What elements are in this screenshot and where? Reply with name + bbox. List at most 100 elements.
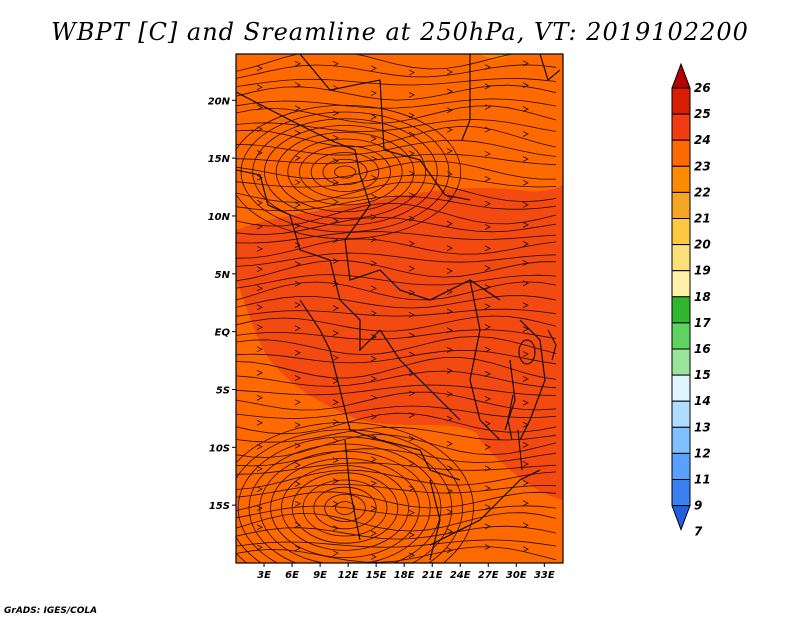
streamline-arrow	[408, 552, 415, 559]
streamline-arrow	[332, 525, 339, 531]
streamline-arrow	[522, 461, 529, 467]
lon-tick-label: 12E	[338, 570, 359, 581]
colorbar-label: 16	[694, 342, 711, 356]
streamline	[236, 505, 557, 519]
streamline-arrow	[484, 544, 491, 550]
streamline	[236, 356, 557, 380]
streamline-arrow	[370, 480, 377, 487]
streamline-arrow	[294, 545, 301, 552]
streamline-arrow	[484, 104, 491, 110]
streamline-arrow	[446, 509, 453, 515]
streamline-arrow	[256, 266, 263, 272]
streamline-arrow	[522, 280, 529, 287]
streamline	[236, 125, 557, 148]
streamline-arrow	[332, 199, 339, 205]
streamline-arrow	[446, 327, 453, 334]
streamline	[236, 54, 516, 72]
streamline-arrow	[522, 326, 529, 332]
streamline	[236, 295, 557, 309]
streamline	[236, 105, 557, 124]
streamline-arrow	[522, 546, 529, 552]
streamline-arrow	[294, 82, 301, 88]
colorbar-segment	[671, 218, 691, 246]
streamline-arrow	[256, 324, 263, 331]
lat-tick-label: EQ	[215, 328, 231, 339]
streamline-arrow	[408, 112, 415, 119]
streamline-arrow	[370, 553, 377, 560]
streamline-arrow	[408, 192, 415, 198]
streamline	[236, 174, 557, 188]
streamline	[236, 525, 557, 540]
streamline-arrow	[294, 422, 301, 428]
streamline	[236, 119, 557, 133]
streamline-arrow	[294, 261, 301, 267]
streamline-arrow	[408, 390, 415, 397]
streamline-arrow	[370, 214, 377, 221]
map-frame	[235, 53, 564, 564]
streamline-arrow	[256, 370, 263, 376]
streamline-arrow	[446, 69, 453, 75]
streamline-arrow	[446, 126, 453, 133]
streamline	[236, 281, 557, 301]
streamline-arrow	[408, 131, 415, 138]
streamline-arrow	[256, 505, 263, 512]
streamline-vortex-north	[322, 158, 368, 186]
streamline-vortex-south	[280, 465, 409, 551]
streamline-arrow	[484, 224, 491, 230]
streamline-arrow	[446, 107, 453, 114]
colorbar-min-arrow	[671, 505, 691, 532]
colorbar-segment	[671, 479, 691, 507]
map-area: 3E 6E 9E 12E 15E 18E 21E 24E 27E 30E 33E 20N 15N 10N…	[208, 53, 564, 581]
streamline-arrow	[332, 158, 339, 164]
colorbar-label: 7	[694, 525, 703, 539]
streamline-arrow	[256, 174, 263, 181]
streamline-arrow	[522, 351, 529, 357]
streamline-vortex-south	[270, 457, 420, 558]
streamline-arrow	[446, 465, 453, 472]
streamline	[236, 260, 557, 282]
streamline-arrow	[256, 304, 263, 311]
streamline-vortex-south	[302, 479, 388, 537]
streamline	[236, 412, 557, 435]
streamline-arrow	[484, 523, 491, 530]
country-borders	[236, 54, 561, 561]
streamline-arrow	[484, 485, 491, 492]
streamline-arrow	[294, 462, 301, 468]
streamline-vortex-north	[287, 138, 403, 206]
streamline-arrow	[256, 443, 263, 450]
lon-tick-label: 24E	[450, 570, 471, 581]
streamline-arrow	[370, 65, 377, 72]
streamline-arrow	[370, 260, 377, 267]
colorbar-label: 22	[694, 185, 711, 199]
streamline-arrow	[294, 155, 301, 161]
streamline-vortex-south	[291, 472, 399, 544]
colorbar-segment	[671, 296, 691, 324]
streamline-arrow	[408, 240, 415, 247]
streamline-arrow	[294, 60, 301, 67]
streamline-arrow	[256, 104, 263, 111]
colorbar-segment	[671, 139, 691, 167]
streamline-arrow	[294, 302, 301, 308]
streamline	[236, 238, 557, 259]
streamline	[236, 484, 557, 498]
streamline-arrow	[484, 504, 491, 510]
streamline-arrow	[370, 155, 377, 162]
streamline-arrow	[522, 131, 529, 137]
streamline-vortex-north	[310, 152, 380, 192]
streamline-arrow	[408, 170, 415, 177]
streamline	[236, 384, 557, 396]
streamline-arrow	[484, 370, 491, 377]
grads-credit: GrADS: IGES/COLA	[4, 606, 97, 616]
streamline-arrow	[408, 69, 415, 76]
streamline-vortex-south	[334, 501, 355, 515]
streamline-arrow	[256, 223, 263, 230]
colorbar-label: 20	[694, 238, 711, 252]
longitude-axis: 3E 6E 9E 12E 15E 18E 21E 24E 27E 30E 33E	[257, 563, 555, 581]
streamline-arrow	[332, 550, 339, 557]
streamline	[236, 153, 557, 166]
streamline-arrow	[522, 442, 529, 448]
streamline-arrow	[370, 193, 377, 200]
streamline	[236, 546, 557, 563]
streamline-arrow	[484, 83, 491, 90]
colorbar-label: 18	[694, 290, 711, 304]
